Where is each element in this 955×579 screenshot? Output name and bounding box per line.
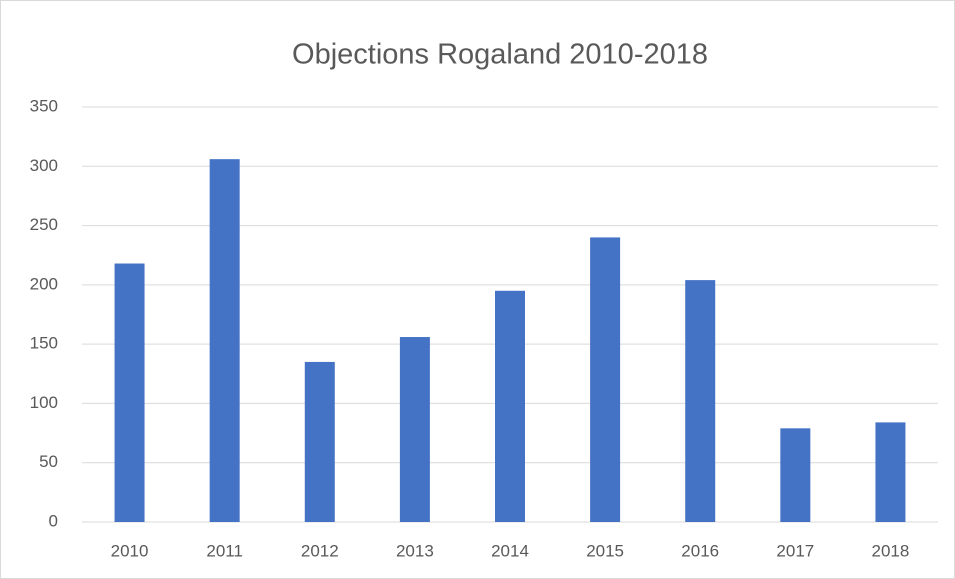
x-tick-label: 2016 (681, 541, 719, 560)
y-tick-label: 150 (30, 334, 58, 353)
y-tick-label: 0 (49, 511, 58, 530)
y-tick-label: 250 (30, 215, 58, 234)
x-tick-label: 2018 (872, 541, 910, 560)
bar (685, 280, 716, 522)
bar (780, 428, 811, 522)
y-tick-label: 200 (30, 274, 58, 293)
y-tick-label: 100 (30, 393, 58, 412)
bar (590, 237, 621, 522)
x-tick-label: 2015 (586, 541, 624, 560)
bar (495, 290, 525, 522)
x-tick-label: 2010 (111, 541, 149, 560)
x-tick-label: 2017 (776, 541, 814, 560)
x-tick-label: 2011 (206, 541, 243, 560)
bar (875, 422, 906, 522)
bar (304, 361, 335, 522)
y-tick-label: 300 (30, 156, 58, 175)
bar (209, 159, 240, 522)
x-tick-label: 2013 (396, 541, 434, 560)
y-tick-label: 350 (30, 96, 58, 115)
x-tick-label: 2014 (491, 541, 529, 560)
bar (399, 337, 430, 522)
x-tick-label: 2012 (301, 541, 339, 560)
chart-title: Objections Rogaland 2010-2018 (292, 39, 708, 71)
y-tick-label: 50 (39, 452, 58, 471)
bar (114, 263, 145, 522)
